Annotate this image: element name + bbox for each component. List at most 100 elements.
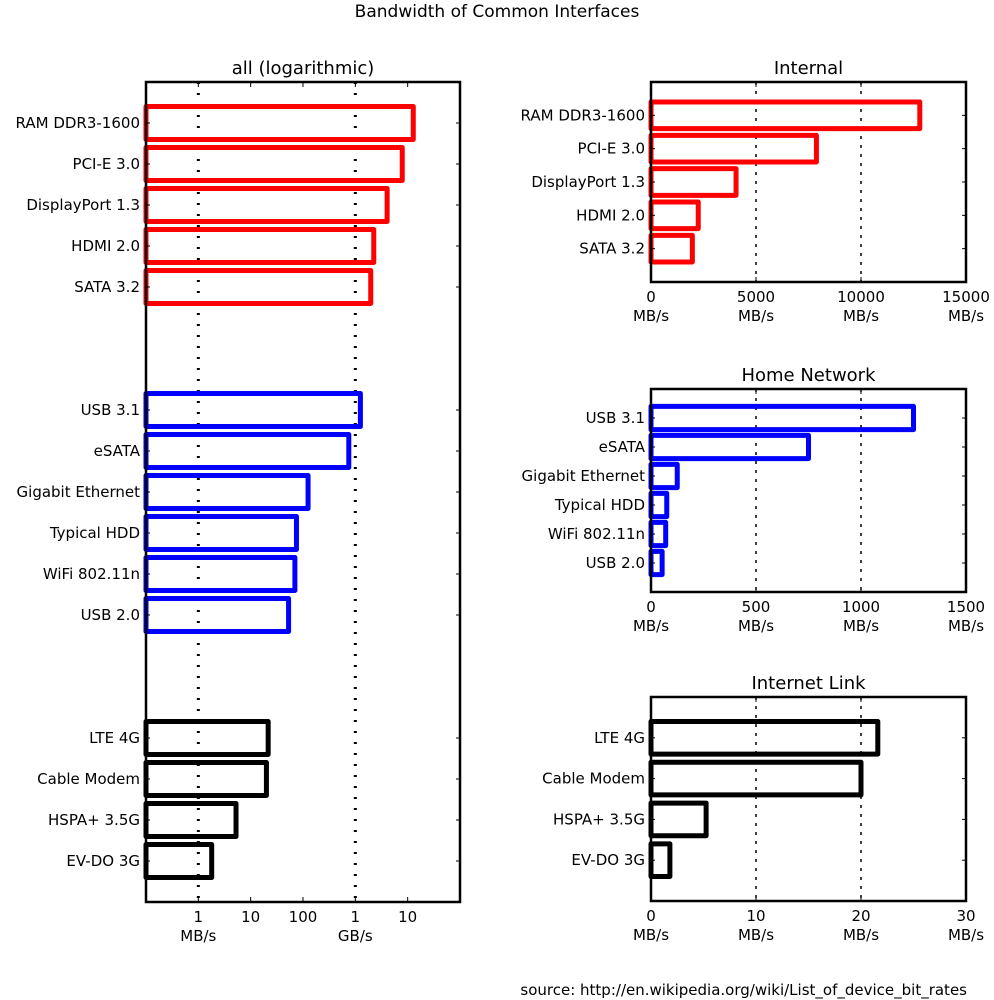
bar-sata-3-2 [143, 268, 374, 306]
bar-pci-e-3-0 [143, 145, 405, 183]
bar-usb-2-0 [143, 596, 292, 634]
bar-usb-3-1 [648, 403, 916, 433]
category-label: USB 2.0 [586, 554, 645, 572]
x-tick-label: 1 [351, 908, 361, 926]
bar-wifi-802-11n [143, 555, 298, 593]
category-label: WiFi 802.11n [43, 565, 140, 583]
bar-ram-ddr3-1600 [143, 104, 416, 142]
x-tick-unit: MB/s [843, 617, 879, 635]
x-tick-unit: MB/s [738, 307, 774, 325]
category-label: LTE 4G [594, 729, 645, 747]
category-label: RAM DDR3-1600 [16, 114, 140, 132]
x-tick-unit: MB/s [948, 307, 984, 325]
x-tick-label: 1500 [947, 598, 985, 616]
x-tick-label: 500 [742, 598, 771, 616]
x-tick-label: 100 [289, 908, 318, 926]
x-tick-unit: MB/s [633, 307, 669, 325]
axes-frame [649, 387, 968, 594]
x-tick-label: 10 [746, 907, 765, 925]
category-label: USB 3.1 [81, 401, 140, 419]
category-label: eSATA [94, 442, 141, 460]
x-tick-label: 10000 [837, 288, 885, 306]
category-label: WiFi 802.11n [548, 525, 645, 543]
x-tick-label: 1000 [842, 598, 880, 616]
x-tick-label: 30 [956, 907, 975, 925]
x-tick-label: 10 [398, 908, 417, 926]
category-label: EV-DO 3G [66, 852, 140, 870]
panel-internet-link: Internet Link LTE 4G Cable Modem HSPA+ 3.5G… [542, 673, 984, 944]
x-tick-unit: MB/s [843, 307, 879, 325]
bar-gigabit-ethernet [143, 473, 311, 511]
source-caption: source: http://en.wikipedia.org/wiki/Lis… [520, 981, 967, 1000]
bar-esata [648, 432, 811, 462]
category-label: HDMI 2.0 [576, 206, 645, 224]
x-tick-unit: MB/s [633, 617, 669, 635]
category-label: USB 3.1 [586, 409, 645, 427]
category-label: Cable Modem [542, 770, 645, 788]
x-tick-unit: GB/s [338, 927, 373, 945]
x-tick-unit: MB/s [948, 617, 984, 635]
category-label: HSPA+ 3.5G [553, 810, 645, 828]
bar-lte-4g [648, 718, 881, 757]
x-tick-label: 1 [194, 908, 204, 926]
bar-usb-3-1 [143, 391, 363, 429]
panel-home-network: Home Network USB 3.1 eSATA Gigabit Ethernet… [522, 365, 986, 635]
x-tick-unit: MB/s [843, 926, 879, 944]
panel-internal: Internal RAM DDR3-1600 PCI-E 3.0 DisplayPor… [521, 58, 990, 325]
x-tick-label: 20 [851, 907, 870, 925]
x-tick-unit: MB/s [948, 926, 984, 944]
panel-all-logarithmic: all (logarithmic) RAM DDR3-1600 PCI-E 3.0 D… [16, 58, 462, 945]
panel-title: all (logarithmic) [232, 58, 375, 79]
x-tick-unit: MB/s [180, 927, 216, 945]
bar-hspa-3-5g [143, 801, 239, 839]
category-label: Gigabit Ethernet [522, 467, 646, 485]
category-label: HSPA+ 3.5G [48, 811, 140, 829]
category-label: RAM DDR3-1600 [521, 106, 645, 124]
category-label: SATA 3.2 [579, 240, 645, 258]
bar-sata-3-2 [648, 232, 695, 265]
x-tick-label: 15000 [942, 288, 990, 306]
bar-esata [143, 432, 352, 470]
bar-pci-e-3-0 [648, 132, 819, 165]
category-label: PCI-E 3.0 [73, 155, 140, 173]
category-label: SATA 3.2 [74, 278, 140, 296]
figure-title: Bandwidth of Common Interfaces [355, 2, 640, 22]
bar-ram-ddr3-1600 [648, 99, 923, 132]
x-tick-unit: MB/s [633, 926, 669, 944]
category-label: DisplayPort 1.3 [531, 173, 645, 191]
category-label: Typical HDD [554, 496, 645, 514]
x-tick-label: 0 [646, 907, 656, 925]
category-label: LTE 4G [89, 729, 140, 747]
x-tick-label: 0 [646, 598, 656, 616]
bar-ev-do-3g [143, 842, 215, 880]
bar-cable-modem [143, 760, 269, 798]
axes-frame [144, 80, 462, 904]
axes-frame [649, 695, 968, 903]
category-label: Gigabit Ethernet [17, 483, 141, 501]
panel-title: Internet Link [751, 673, 866, 694]
panel-title: Internal [774, 58, 843, 79]
category-label: eSATA [599, 438, 646, 456]
category-label: HDMI 2.0 [71, 237, 140, 255]
bar-displayport-1-3 [143, 186, 390, 224]
x-tick-unit: MB/s [738, 617, 774, 635]
bar-typical-hdd [143, 514, 299, 552]
category-label: DisplayPort 1.3 [26, 196, 140, 214]
category-label: Typical HDD [49, 524, 140, 542]
bar-hspa-3-5g [648, 800, 709, 839]
axes-frame [649, 80, 968, 284]
bar-hdmi-2-0 [648, 199, 701, 232]
bar-displayport-1-3 [648, 166, 739, 198]
category-label: PCI-E 3.0 [578, 140, 645, 158]
category-label: USB 2.0 [81, 606, 140, 624]
x-tick-unit: MB/s [738, 926, 774, 944]
category-label: EV-DO 3G [571, 851, 645, 869]
x-tick-label: 0 [646, 288, 656, 306]
x-tick-label: 10 [241, 908, 260, 926]
bar-lte-4g [143, 719, 271, 757]
panel-title: Home Network [741, 365, 876, 386]
x-tick-label: 5000 [737, 288, 775, 306]
category-label: Cable Modem [37, 770, 140, 788]
bar-hdmi-2-0 [143, 227, 377, 265]
